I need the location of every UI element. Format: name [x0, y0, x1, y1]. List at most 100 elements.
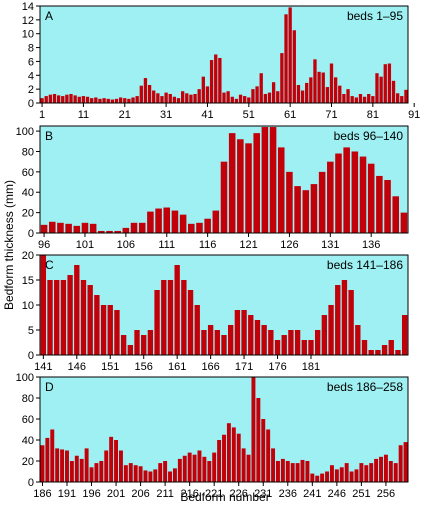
bar: [89, 223, 97, 233]
bar: [400, 212, 408, 233]
x-tick-label: 91: [408, 109, 420, 121]
bar: [44, 96, 48, 103]
bar: [114, 440, 119, 482]
bar: [342, 93, 346, 103]
y-tick-label: 0: [28, 98, 34, 110]
bar: [381, 345, 388, 355]
panel-letter: C: [45, 258, 54, 272]
bar: [185, 93, 189, 103]
bar: [212, 210, 220, 233]
y-tick-label: 20: [22, 456, 34, 468]
bar: [102, 98, 106, 103]
x-tick-label: 166: [201, 361, 219, 373]
bar: [160, 96, 164, 103]
bar: [201, 330, 207, 355]
bar: [261, 325, 267, 355]
bar: [217, 440, 222, 482]
bar: [300, 459, 305, 482]
bar: [222, 434, 226, 482]
x-tick-label: 71: [325, 109, 337, 121]
bar: [374, 458, 379, 482]
bar: [344, 463, 349, 482]
panel-letter: D: [45, 380, 54, 394]
bar: [404, 89, 408, 103]
bar: [300, 90, 305, 103]
bar: [85, 96, 90, 103]
bar: [50, 429, 55, 482]
bar: [147, 84, 152, 103]
bar: [292, 30, 296, 103]
bar: [79, 458, 84, 482]
bar: [154, 290, 160, 355]
bar: [294, 186, 301, 233]
x-tick-label: 31: [160, 109, 172, 121]
bar: [362, 96, 367, 103]
bar: [245, 143, 252, 233]
bar: [321, 72, 325, 103]
y-tick-label: 0: [28, 477, 34, 489]
bar: [341, 280, 348, 355]
bar: [98, 230, 105, 233]
bar: [94, 97, 98, 103]
bar: [375, 73, 379, 103]
bar: [56, 95, 61, 103]
bar: [361, 340, 368, 355]
bar: [325, 471, 330, 482]
bar: [130, 222, 138, 233]
x-tick-label: 1: [39, 109, 45, 121]
bar: [128, 463, 133, 482]
bar: [295, 463, 300, 482]
bar: [313, 59, 317, 103]
bar: [286, 171, 293, 233]
bar: [207, 325, 214, 355]
x-tick-label: 81: [367, 109, 379, 121]
bar: [163, 207, 171, 233]
bar: [226, 423, 231, 482]
panel-annotation: beds 186–258: [327, 380, 403, 394]
bar: [251, 377, 256, 482]
x-tick-label: 226: [230, 488, 248, 500]
bar: [133, 465, 138, 482]
bar: [359, 156, 367, 233]
bar: [122, 227, 130, 233]
bar: [204, 218, 211, 233]
x-tick-label: 231: [254, 488, 272, 500]
bar: [231, 427, 236, 482]
y-tick-label: 40: [22, 435, 34, 447]
bar: [189, 94, 193, 103]
bar: [296, 84, 301, 103]
bar: [40, 98, 44, 103]
y-tick-label: 100: [16, 126, 34, 138]
bar: [334, 469, 339, 482]
bar: [119, 450, 123, 482]
bar: [317, 71, 321, 103]
x-tick-label: 121: [239, 239, 257, 251]
bar: [271, 448, 276, 482]
bar: [135, 96, 139, 103]
bar: [320, 473, 325, 482]
bar: [383, 454, 388, 482]
x-tick-label: 201: [107, 488, 125, 500]
bar: [228, 133, 236, 233]
bar: [285, 461, 290, 482]
bar: [177, 458, 182, 482]
x-tick-label: 141: [34, 361, 52, 373]
bar: [393, 463, 398, 482]
bar: [290, 463, 295, 482]
bar: [73, 95, 77, 103]
x-tick-label: 246: [328, 488, 346, 500]
bar: [349, 471, 354, 482]
bar: [187, 452, 192, 482]
bar: [127, 345, 133, 355]
bar: [325, 87, 330, 103]
x-tick-label: 126: [280, 239, 298, 251]
bar: [172, 96, 177, 103]
bar: [181, 280, 187, 355]
bar: [171, 210, 179, 233]
bar: [49, 221, 56, 233]
bar: [194, 305, 200, 355]
bar: [350, 96, 354, 103]
y-tick-label: 20: [22, 250, 34, 262]
bar: [274, 340, 281, 355]
